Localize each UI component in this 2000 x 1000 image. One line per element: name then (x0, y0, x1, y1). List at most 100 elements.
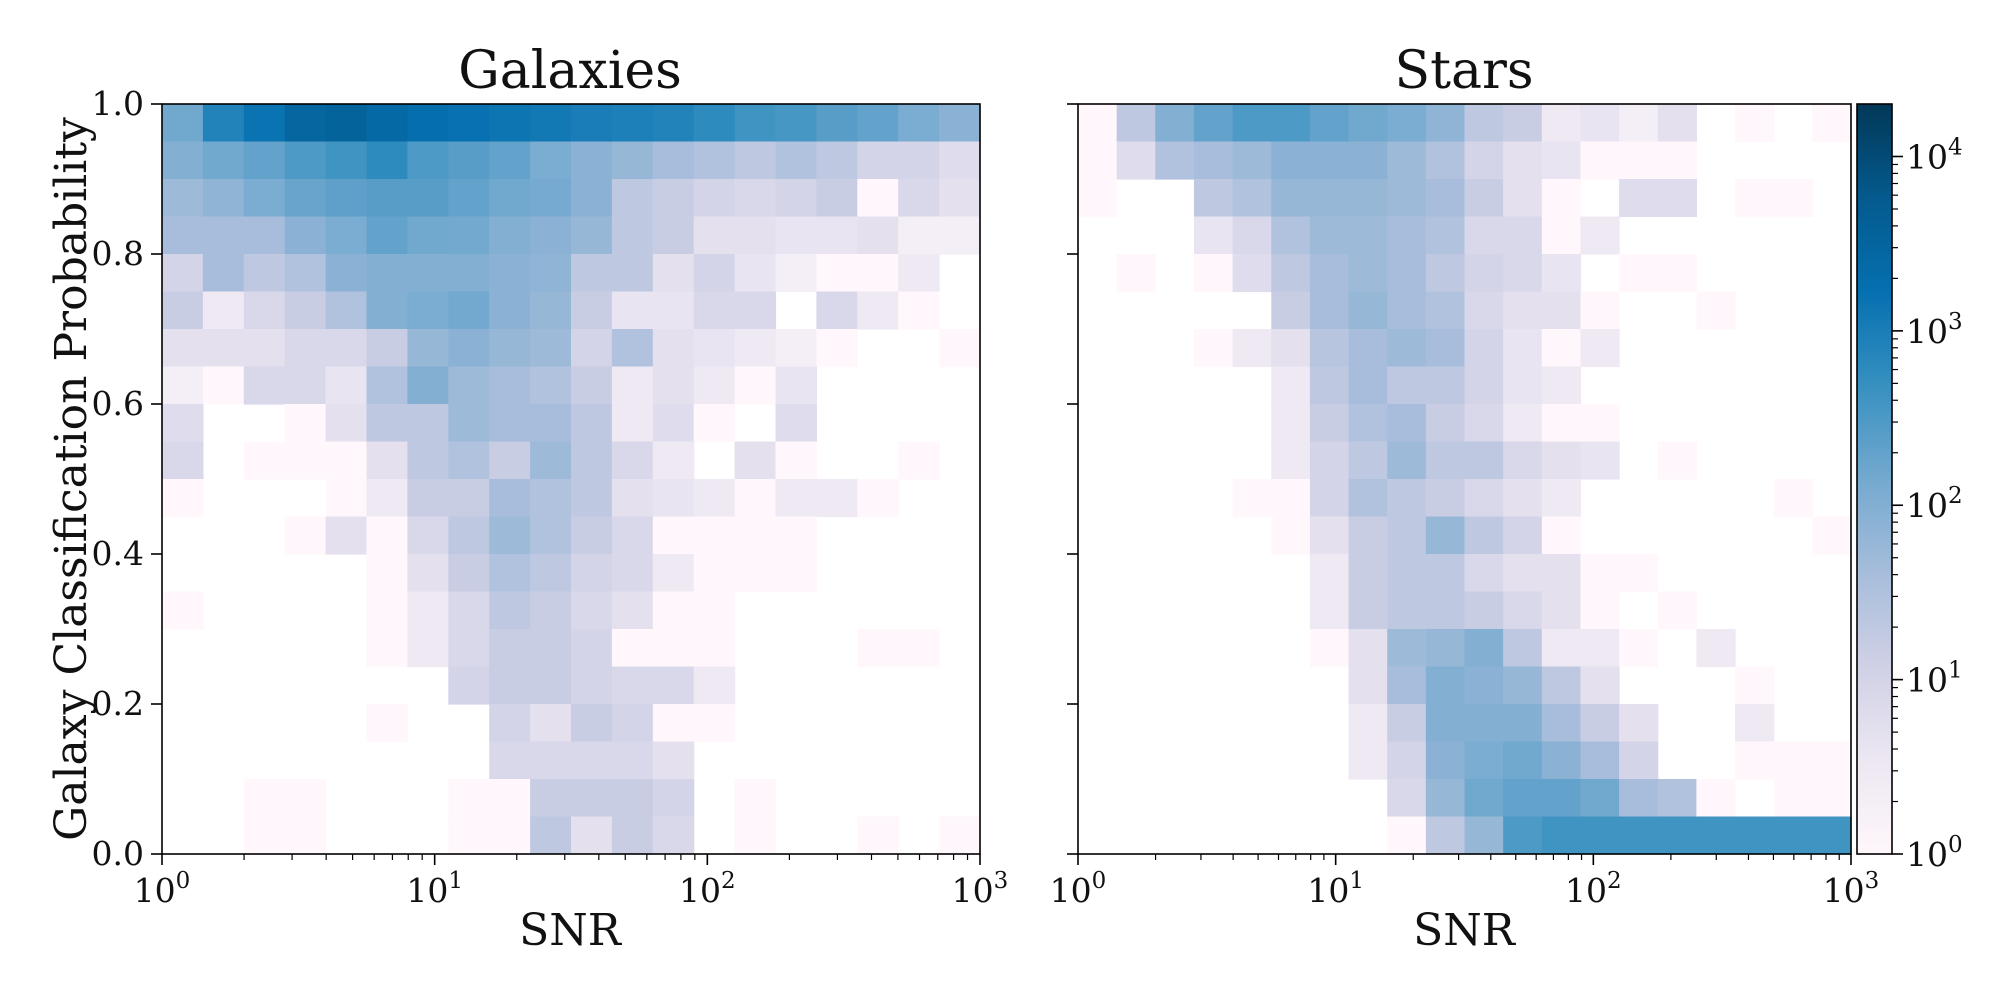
heatmap-cell (530, 779, 572, 818)
heatmap-cell (202, 329, 245, 368)
heatmap-cell (611, 329, 654, 368)
heatmap-cell (489, 629, 531, 668)
heatmap-cell (1503, 779, 1543, 818)
heatmap-cell (1193, 329, 1234, 368)
heatmap-cell (1657, 816, 1697, 855)
heatmap-cell (652, 704, 695, 743)
heatmap-cell (1425, 516, 1466, 555)
heatmap-cell (407, 366, 449, 405)
heatmap-cell (1387, 254, 1427, 293)
heatmap-cell (611, 441, 654, 480)
heatmap-cell (530, 704, 572, 743)
heatmap-cell (530, 816, 572, 855)
heatmap-cell (1425, 741, 1466, 780)
heatmap-cell (1309, 591, 1350, 630)
heatmap-cell (1541, 591, 1582, 630)
heatmap-cell (202, 104, 245, 143)
heatmap-cell (652, 629, 695, 668)
heatmap-cell (1271, 291, 1311, 330)
heatmap-cell (611, 666, 654, 705)
heatmap-cell (857, 479, 899, 518)
heatmap-cell (1464, 179, 1504, 218)
heatmap-cell (1309, 516, 1350, 555)
heatmap-cell (489, 141, 531, 180)
heatmap-cell (1348, 329, 1388, 368)
galaxies-title: Galaxies (458, 41, 682, 101)
heatmap-cell (652, 104, 695, 143)
heatmap-cell (1580, 291, 1620, 330)
heatmap-cell (1271, 366, 1311, 405)
heatmap-cell (1425, 779, 1466, 818)
heatmap-cell (1580, 779, 1620, 818)
heatmap-cell (1619, 554, 1659, 593)
heatmap-cell (1116, 254, 1156, 293)
heatmap-cell (1464, 329, 1504, 368)
heatmap-cell (1812, 779, 1852, 818)
heatmap-cell (816, 179, 858, 218)
heatmap-cell (1387, 179, 1427, 218)
heatmap-cell (1193, 254, 1234, 293)
heatmap-cell (530, 479, 572, 518)
heatmap-cell (366, 179, 408, 218)
galaxies-y-axis-label: Galaxy Classification Probability (46, 117, 97, 841)
heatmap-cell (1348, 404, 1388, 443)
heatmap-cell (857, 254, 899, 293)
heatmap-cell (1309, 179, 1350, 218)
heatmap-cell (1271, 216, 1311, 255)
heatmap-cell (1348, 216, 1388, 255)
heatmap-cell (489, 741, 531, 780)
x-tick-label: 100 (1050, 868, 1107, 910)
heatmap-cell (939, 329, 981, 368)
heatmap-cell (1541, 779, 1582, 818)
heatmap-cell (1619, 629, 1659, 668)
heatmap-cell (202, 141, 245, 180)
heatmap-cell (1425, 554, 1466, 593)
heatmap-cell (284, 441, 327, 480)
galaxies-x-ticks: 100 101 102 103 (134, 854, 1008, 910)
heatmap-cell (571, 479, 613, 518)
heatmap-cell (1619, 141, 1659, 180)
heatmap-cell (611, 216, 654, 255)
heatmap-cell (1619, 704, 1659, 743)
heatmap-cell (530, 441, 572, 480)
heatmap-cell (366, 254, 408, 293)
heatmap-cell (652, 479, 695, 518)
heatmap-cell (1464, 516, 1504, 555)
stars-y-ticks (1067, 103, 1078, 855)
heatmap-cell (1387, 704, 1427, 743)
heatmap-cell (1387, 104, 1427, 143)
heatmap-cell (1348, 104, 1388, 143)
heatmap-cell (1348, 704, 1388, 743)
colorbar-gradient (1857, 104, 1892, 854)
heatmap-cell (530, 366, 572, 405)
heatmap-cell (693, 366, 736, 405)
heatmap-cell (284, 291, 327, 330)
heatmap-cell (407, 216, 449, 255)
galaxies-y-ticks: 0.0 0.2 0.4 0.6 0.8 1.0 (92, 84, 162, 873)
heatmap-cell (611, 254, 654, 293)
heatmap-cell (325, 141, 368, 180)
heatmap-cell (407, 404, 449, 443)
galaxies-panel: Galaxies 100 101 102 103 0.0 0.2 0.4 0.6 0.8 1.0… (46, 41, 1008, 956)
heatmap-cell (1078, 104, 1118, 143)
heatmap-cell (325, 329, 368, 368)
heatmap-cell (898, 291, 940, 330)
heatmap-cell (1309, 329, 1350, 368)
heatmap-cell (1773, 741, 1813, 780)
heatmap-cell (202, 254, 245, 293)
heatmap-cell (775, 141, 817, 180)
heatmap-cell (284, 179, 327, 218)
heatmap-cell (407, 441, 449, 480)
heatmap-cell (366, 404, 408, 443)
heatmap-cell (448, 629, 490, 668)
heatmap-cell (611, 404, 654, 443)
heatmap-cell (611, 741, 654, 780)
heatmap-cell (1657, 254, 1697, 293)
heatmap-cell (652, 366, 695, 405)
heatmap-cell (1503, 329, 1543, 368)
heatmap-cell (1541, 216, 1582, 255)
heatmap-cell (1425, 254, 1466, 293)
heatmap-cell (1696, 816, 1736, 855)
heatmap-cell (1541, 141, 1582, 180)
heatmap-cell (1387, 629, 1427, 668)
